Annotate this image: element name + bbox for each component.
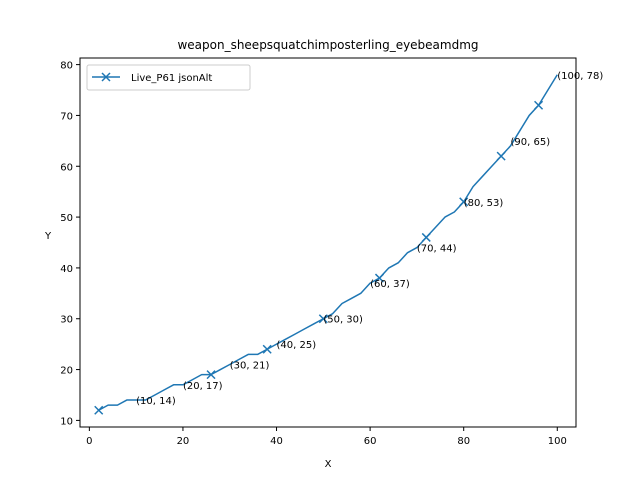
- x-tick-label: 40: [270, 436, 283, 447]
- legend-x-icon: [101, 72, 111, 82]
- y-axis: 10 20 30 40 50 60 70 80: [60, 61, 80, 427]
- legend: Live_P61 jsonAlt: [86, 64, 251, 91]
- x-tick-label: 80: [457, 436, 470, 447]
- data-point-marker: [421, 232, 431, 242]
- point-annotation: (90, 65): [510, 137, 550, 148]
- plot-content: [94, 74, 558, 415]
- x-tick-label: 100: [548, 436, 567, 447]
- x-tick-label: 0: [86, 436, 92, 447]
- x-tick-label: 20: [177, 436, 190, 447]
- y-tick-label: 70: [60, 111, 73, 122]
- legend-box: [86, 64, 251, 91]
- data-point-marker: [459, 197, 469, 207]
- data-point-marker: [534, 100, 544, 110]
- data-point-marker: [374, 273, 385, 283]
- legend-label: Live_P61 jsonAlt: [131, 73, 212, 84]
- y-tick-label: 60: [60, 162, 73, 173]
- chart-title: weapon_sheepsquatchimposterling_eyebeamd…: [177, 38, 478, 52]
- y-tick-label: 80: [60, 61, 73, 72]
- annotations: (10, 14) (20, 17) (30, 21) (40, 25) (50, 30)…: [136, 71, 603, 407]
- y-axis-label: Y: [44, 231, 52, 242]
- axes-frame: [79, 57, 577, 428]
- point-annotation: (60, 37): [370, 279, 410, 290]
- point-annotation: (100, 78): [557, 71, 603, 82]
- axes: [79, 57, 577, 428]
- y-tick-label: 40: [60, 264, 73, 275]
- data-point-marker: [94, 405, 104, 415]
- data-point-marker: [496, 151, 506, 161]
- legend-marker: [101, 72, 111, 82]
- data-point-marker: [318, 314, 328, 324]
- y-tick-label: 10: [60, 416, 73, 427]
- data-point-marker: [262, 344, 272, 354]
- data-point-marker: [206, 370, 216, 380]
- point-annotation: (50, 30): [323, 315, 363, 326]
- x-tick-label: 60: [364, 436, 377, 447]
- y-tick-label: 50: [60, 213, 73, 224]
- x-axis: 0 20 40 60 80 100: [86, 427, 567, 447]
- point-annotation: (40, 25): [277, 340, 317, 351]
- point-annotation: (20, 17): [183, 381, 223, 392]
- y-tick-label: 20: [60, 366, 73, 377]
- point-annotation: (80, 53): [464, 198, 504, 209]
- y-tick-label: 30: [60, 315, 73, 326]
- x-axis-label: X: [325, 459, 332, 470]
- plot-area: [80, 58, 576, 427]
- point-annotation: (10, 14): [136, 396, 176, 407]
- point-annotation: (70, 44): [417, 244, 457, 255]
- series-line: [98, 74, 558, 411]
- point-annotation: (30, 21): [230, 360, 270, 371]
